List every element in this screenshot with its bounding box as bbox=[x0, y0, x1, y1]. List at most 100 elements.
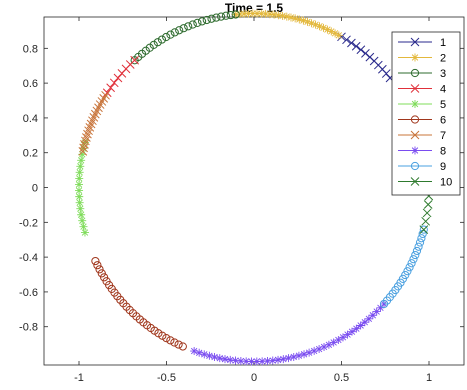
series-4-point bbox=[109, 78, 119, 88]
series-3-point-shape bbox=[175, 26, 184, 35]
series-9-point bbox=[411, 250, 420, 260]
series-6-point-shape bbox=[93, 261, 102, 270]
series-4-point-shape bbox=[109, 78, 119, 88]
series-1-point-shape bbox=[342, 35, 351, 45]
series-3-point-shape bbox=[197, 17, 207, 26]
series-7-point-shape bbox=[78, 146, 88, 156]
y-tick-label: 0.4 bbox=[23, 113, 38, 125]
series-2-point-shape bbox=[278, 11, 287, 20]
series-8-point-shape bbox=[300, 350, 309, 359]
series-8-point bbox=[347, 327, 356, 336]
series-2-point bbox=[261, 9, 270, 18]
series-8-point-shape bbox=[334, 335, 343, 344]
series-8-point-shape bbox=[258, 357, 267, 366]
series-5-point-shape bbox=[78, 150, 87, 159]
series-8-point bbox=[247, 357, 256, 366]
series-3-point-shape bbox=[202, 15, 211, 25]
series-5-point-shape bbox=[75, 198, 84, 207]
series-8-point bbox=[190, 347, 199, 356]
x-tick-label: 0.5 bbox=[334, 372, 349, 384]
series-3-point bbox=[202, 15, 211, 25]
series-9-point-shape bbox=[415, 238, 425, 247]
series-2-point-shape bbox=[235, 10, 244, 19]
legend-marker bbox=[411, 100, 419, 108]
series-2-point-shape bbox=[334, 31, 343, 40]
series-3-point bbox=[231, 10, 240, 19]
series-3-point-shape bbox=[217, 12, 226, 21]
series-8-point-shape bbox=[368, 311, 377, 320]
series-6-point bbox=[174, 340, 183, 349]
series-6-point-shape bbox=[97, 269, 106, 278]
series-3-point bbox=[175, 26, 184, 35]
y-tick-label: -0.8 bbox=[19, 322, 38, 334]
series-6-point-shape bbox=[166, 336, 175, 345]
series-8-point bbox=[356, 321, 365, 330]
series-2-point-shape bbox=[231, 10, 240, 19]
legend-marker-shape bbox=[410, 130, 420, 140]
series-7 bbox=[78, 90, 110, 156]
y-tick-label: -0.2 bbox=[19, 217, 38, 229]
series-1-point-shape bbox=[356, 45, 366, 55]
series-6-point bbox=[158, 331, 167, 340]
legend-entry-2: 2 bbox=[398, 53, 446, 65]
series-2-point-shape bbox=[291, 14, 300, 23]
series-3-point bbox=[217, 12, 226, 21]
series-3-point-shape bbox=[188, 20, 197, 29]
legend-marker bbox=[410, 177, 420, 186]
series-2-point bbox=[334, 31, 343, 40]
series-4-point-shape bbox=[113, 73, 123, 83]
legend-label: 10 bbox=[440, 177, 452, 189]
series-9-point-shape bbox=[407, 259, 416, 268]
series-7-point-shape bbox=[80, 140, 89, 149]
series-10-point bbox=[423, 200, 433, 209]
series-8-point-shape bbox=[190, 347, 199, 356]
series-2-point-shape bbox=[265, 10, 274, 19]
series-3-point bbox=[170, 28, 179, 37]
series-1-point bbox=[361, 48, 370, 58]
series-4-point bbox=[102, 88, 112, 98]
series-6-point bbox=[97, 269, 106, 278]
axes-ticks: -1 -0.5 0 0.5 1 0.8 0.6 0.4 0.2 0 -0.2 -0.4 -0.6 -0.8 bbox=[19, 17, 464, 384]
series-5-point bbox=[75, 192, 84, 201]
series-2-point bbox=[270, 10, 279, 19]
series-8-point-shape bbox=[200, 350, 209, 359]
series-8-point-shape bbox=[343, 330, 352, 339]
series-6-point bbox=[178, 342, 187, 351]
series-2-point bbox=[307, 19, 316, 28]
series-10-point bbox=[422, 208, 432, 218]
series-2-point bbox=[231, 10, 240, 19]
series-3-point bbox=[184, 22, 193, 31]
series-2-point-shape bbox=[311, 20, 320, 29]
series-5-point bbox=[77, 156, 86, 165]
legend-marker-shape bbox=[410, 161, 420, 171]
series-9 bbox=[379, 225, 428, 309]
series-8-point-shape bbox=[376, 303, 385, 312]
series-9-point-shape bbox=[411, 250, 420, 260]
series-8-point bbox=[210, 353, 219, 362]
series-1-point bbox=[351, 41, 361, 51]
series-8-point-shape bbox=[215, 354, 224, 363]
series-6-point-shape bbox=[158, 331, 167, 340]
series-8-point bbox=[252, 357, 261, 366]
series-9-point-shape bbox=[409, 255, 418, 264]
series-2-point bbox=[315, 22, 324, 31]
legend-label: 1 bbox=[440, 37, 446, 49]
series-8-point-shape bbox=[347, 327, 356, 336]
series-9-point-shape bbox=[419, 225, 428, 234]
legend-entry-9: 9 bbox=[398, 161, 446, 173]
series-8-point bbox=[364, 314, 373, 323]
series-1-point-shape bbox=[351, 41, 361, 51]
series-5-point bbox=[75, 174, 84, 183]
series-3-point-shape bbox=[166, 30, 175, 39]
series-5-point bbox=[80, 138, 89, 147]
series-7-point-shape bbox=[85, 122, 95, 132]
series-8-point-shape bbox=[364, 314, 373, 323]
series-5-point-shape bbox=[75, 180, 84, 189]
series-4 bbox=[102, 55, 140, 98]
series-2-point-shape bbox=[307, 19, 316, 28]
series-10-point-shape bbox=[422, 208, 432, 218]
series-8-point-shape bbox=[380, 299, 389, 308]
series-3-point-shape bbox=[179, 24, 188, 33]
series-7-point bbox=[85, 122, 95, 132]
series-5-point-shape bbox=[77, 156, 86, 165]
